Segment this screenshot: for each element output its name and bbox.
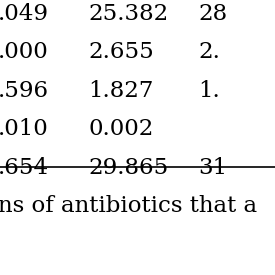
Text: 2.: 2. [198, 42, 220, 64]
Text: 0.002: 0.002 [88, 119, 153, 141]
Text: 31: 31 [198, 157, 227, 179]
Text: 25.382: 25.382 [88, 3, 168, 25]
Text: ns of antibiotics that a: ns of antibiotics that a [0, 195, 257, 217]
Text: .000: .000 [0, 42, 49, 64]
Text: 1.827: 1.827 [88, 80, 153, 102]
Text: .654: .654 [0, 157, 49, 179]
Text: 2.655: 2.655 [88, 42, 154, 64]
Text: .049: .049 [0, 3, 49, 25]
Text: 1.: 1. [198, 80, 220, 102]
Text: 29.865: 29.865 [88, 157, 168, 179]
Text: 28: 28 [198, 3, 227, 25]
Text: .596: .596 [0, 80, 49, 102]
Text: .010: .010 [0, 119, 49, 141]
